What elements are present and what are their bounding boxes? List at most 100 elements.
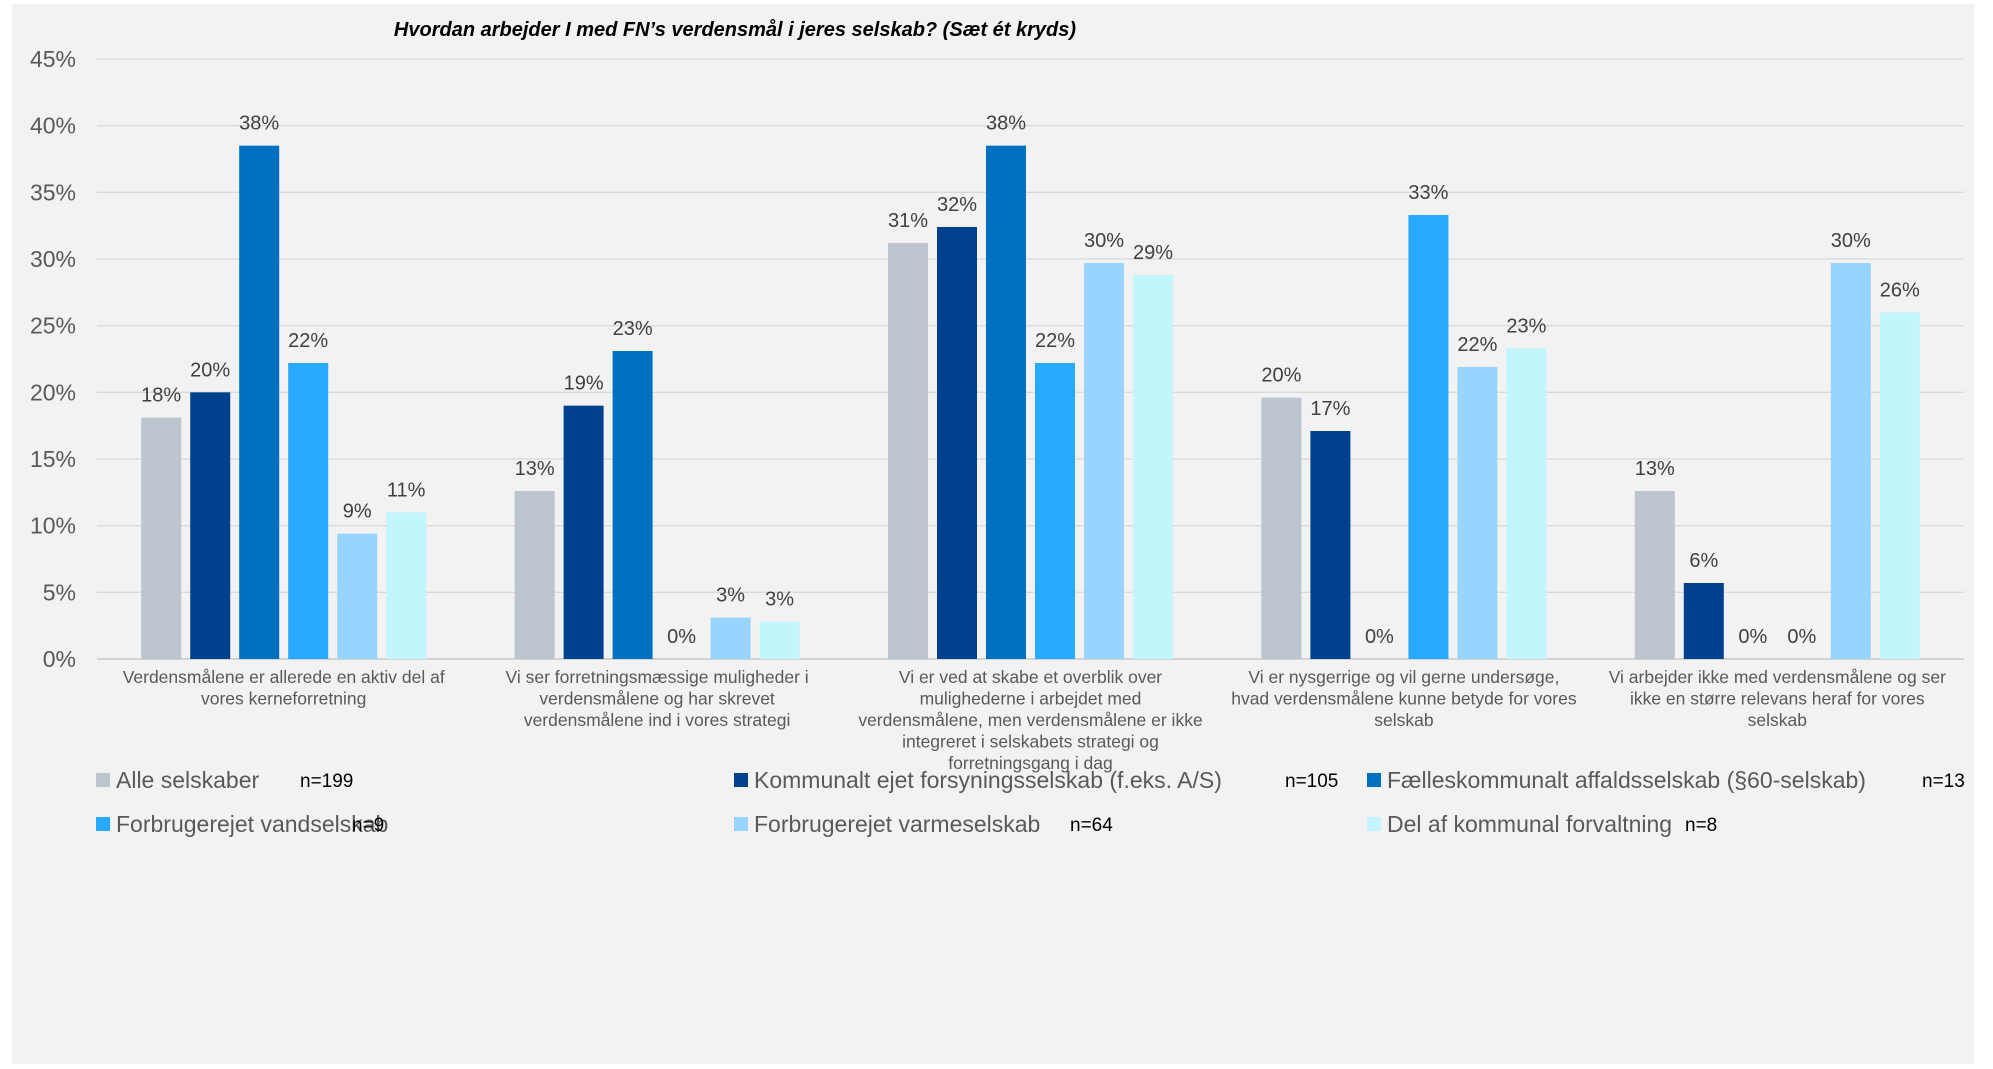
category-label: Vi er nysgerrige og vil gerne undersøge, bbox=[1248, 667, 1559, 687]
data-label: 20% bbox=[190, 359, 230, 381]
data-label: 23% bbox=[1506, 315, 1546, 337]
bar bbox=[239, 145, 280, 659]
data-label: 33% bbox=[1408, 182, 1448, 204]
category-label: mulighederne i arbejdet med bbox=[920, 689, 1142, 709]
category-label: integreret i selskabets strategi og bbox=[902, 732, 1159, 752]
bar bbox=[612, 351, 653, 659]
legend-n: n=13 bbox=[1922, 771, 1965, 792]
category-label: verdensmålene ind i vores strategi bbox=[524, 710, 791, 730]
category-label: Vi er ved at skabe et overblik over bbox=[899, 667, 1162, 687]
chart-panel: Hvordan arbejder I med FN’s verdensmål i… bbox=[12, 4, 1974, 1064]
bar bbox=[1506, 348, 1547, 659]
category-label: hvad verdensmålene kunne betyde for vore… bbox=[1231, 689, 1577, 709]
y-tick-label: 30% bbox=[30, 246, 76, 272]
bar bbox=[888, 243, 928, 659]
chart-title: Hvordan arbejder I med FN’s verdensmål i… bbox=[394, 18, 1076, 41]
x-axis-categories: Verdensmålene er allerede en aktiv del a… bbox=[123, 667, 1946, 773]
legend-n: n=105 bbox=[1285, 771, 1338, 792]
y-tick-label: 25% bbox=[30, 313, 76, 339]
bar bbox=[986, 145, 1026, 659]
y-tick-label: 45% bbox=[30, 46, 76, 72]
bar bbox=[1879, 312, 1920, 659]
bar bbox=[288, 363, 329, 659]
data-label: 3% bbox=[716, 585, 745, 607]
category-label: verdensmålene, men verdensmålene er ikke bbox=[858, 710, 1202, 730]
bar bbox=[386, 512, 427, 659]
category-label: ikke en større relevans heraf for vores bbox=[1630, 689, 1925, 709]
bar bbox=[937, 227, 977, 659]
y-tick-label: 10% bbox=[30, 513, 76, 539]
bar bbox=[1830, 263, 1871, 659]
bar bbox=[141, 417, 182, 659]
data-label: 22% bbox=[288, 330, 328, 352]
bar-chart: Hvordan arbejder I med FN’s verdensmål i… bbox=[30, 18, 1965, 837]
data-label: 13% bbox=[515, 458, 555, 480]
legend-n: n=199 bbox=[300, 771, 353, 792]
bar bbox=[1261, 397, 1302, 659]
bar bbox=[1634, 491, 1675, 659]
legend-swatch bbox=[96, 773, 110, 787]
data-label: 38% bbox=[986, 113, 1026, 135]
data-label: 32% bbox=[937, 194, 977, 216]
legend-n: n=8 bbox=[1685, 815, 1717, 836]
legend-label: Del af kommunal forvaltning bbox=[1387, 811, 1672, 837]
bar bbox=[1035, 363, 1075, 659]
bar bbox=[190, 392, 231, 659]
data-label: 38% bbox=[239, 113, 279, 135]
data-label: 0% bbox=[1738, 626, 1767, 648]
category-label: Verdensmålene er allerede en aktiv del a… bbox=[123, 667, 445, 687]
data-label: 31% bbox=[888, 210, 928, 232]
data-label: 6% bbox=[1689, 550, 1718, 572]
y-tick-label: 5% bbox=[43, 579, 76, 605]
bars bbox=[141, 145, 1920, 659]
bar bbox=[337, 533, 378, 659]
data-label: 17% bbox=[1310, 398, 1350, 420]
bar bbox=[710, 617, 751, 659]
legend-swatch bbox=[734, 773, 748, 787]
category-label: Vi ser forretningsmæssige muligheder i bbox=[506, 667, 809, 687]
data-label: 11% bbox=[387, 479, 426, 501]
legend-n: n=64 bbox=[1070, 815, 1113, 836]
legend-label: Fælleskommunalt affaldsselskab (§60-sels… bbox=[1387, 767, 1866, 793]
bar bbox=[1310, 431, 1351, 659]
data-label: 30% bbox=[1084, 230, 1124, 252]
category-label: vores kerneforretning bbox=[201, 689, 366, 709]
data-label: 0% bbox=[667, 626, 696, 648]
bar bbox=[1457, 367, 1498, 659]
data-label: 18% bbox=[141, 385, 181, 407]
data-label: 22% bbox=[1457, 334, 1497, 356]
data-label: 19% bbox=[564, 373, 604, 395]
bar bbox=[759, 621, 800, 659]
legend: Alle selskaber n=199 Kommunalt ejet forsyn… bbox=[96, 767, 1965, 837]
category-label: selskab bbox=[1374, 710, 1433, 730]
data-labels: 18% 20% 38% 22% 9% 11% 13% 19% 23% 0% 3% 3% 31% 32% 38… bbox=[141, 113, 1920, 648]
legend-swatch bbox=[1367, 773, 1381, 787]
category-label: Vi arbejder ikke med verdensmålene og se… bbox=[1609, 667, 1946, 687]
bar bbox=[563, 405, 604, 659]
legend-label: Kommunalt ejet forsyningsselskab (f.eks.… bbox=[754, 767, 1222, 793]
legend-n: n=9 bbox=[352, 815, 384, 836]
legend-swatch bbox=[734, 817, 748, 831]
category-label: selskab bbox=[1748, 710, 1807, 730]
bar bbox=[1683, 583, 1724, 659]
data-label: 9% bbox=[343, 501, 372, 523]
data-label: 23% bbox=[613, 318, 653, 340]
legend-swatch bbox=[1367, 817, 1381, 831]
data-label: 22% bbox=[1035, 330, 1075, 352]
y-tick-label: 40% bbox=[30, 113, 76, 139]
data-label: 0% bbox=[1365, 626, 1394, 648]
bar bbox=[1408, 215, 1449, 659]
data-label: 0% bbox=[1787, 626, 1816, 648]
category-label: verdensmålene og har skrevet bbox=[539, 689, 775, 709]
y-tick-label: 0% bbox=[43, 646, 76, 672]
legend-label: Forbrugerejet vandselskab bbox=[116, 811, 388, 837]
y-tick-label: 35% bbox=[30, 179, 76, 205]
y-tick-label: 15% bbox=[30, 446, 76, 472]
category-label: forretningsgang i dag bbox=[948, 753, 1112, 773]
data-label: 13% bbox=[1635, 458, 1675, 480]
bar bbox=[1084, 263, 1124, 659]
bar bbox=[1133, 275, 1173, 659]
data-label: 20% bbox=[1261, 365, 1301, 387]
data-label: 26% bbox=[1880, 279, 1920, 301]
data-label: 30% bbox=[1831, 230, 1871, 252]
